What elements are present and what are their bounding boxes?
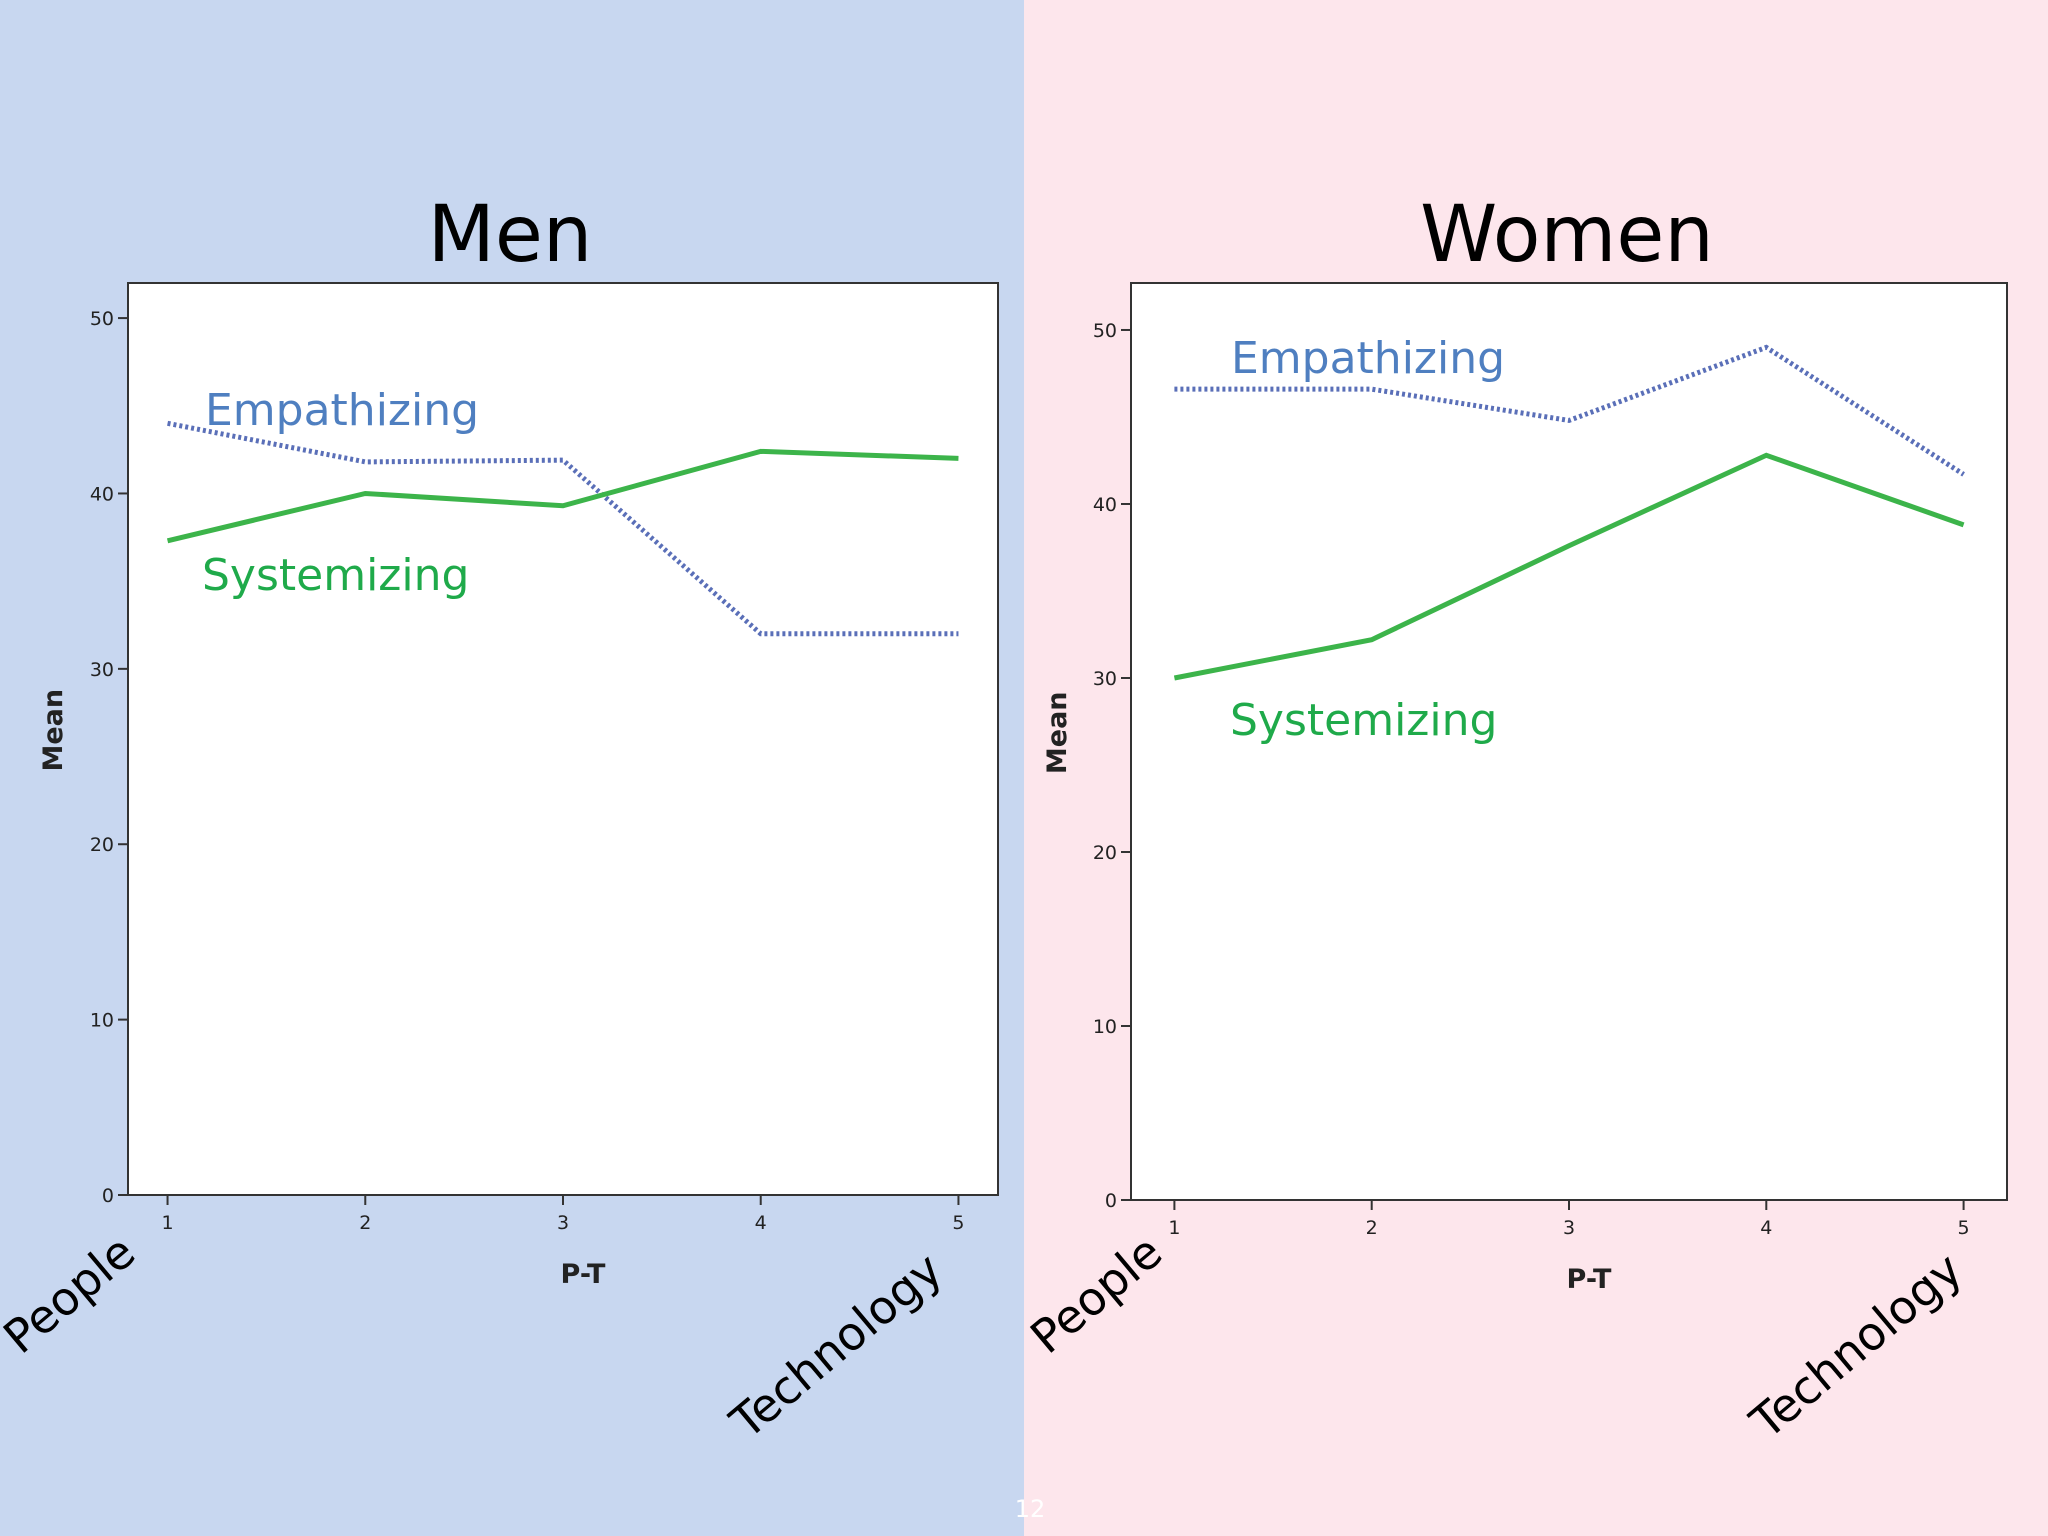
women-plot-area: [1130, 282, 2008, 1201]
men-systemizing-label: Systemizing: [202, 550, 469, 601]
women-empathizing-line: [1174, 344, 1965, 477]
men-plot-area: [127, 282, 999, 1196]
men-systemizing-line: [166, 448, 959, 544]
women-x-tick-label: 1: [1168, 1217, 1180, 1239]
women-y-tick-label: 30: [1093, 668, 1117, 690]
men-x-tick-label: 3: [557, 1212, 569, 1234]
men-x-tick-label: 5: [952, 1212, 964, 1234]
men-empathizing-line: [167, 420, 959, 637]
men-empathizing-label: Empathizing: [205, 385, 479, 436]
men-y-tick-label: 10: [90, 1010, 114, 1032]
men-y-axis-title: Mean: [38, 689, 69, 772]
men-y-tick-label: 20: [90, 834, 114, 856]
men-y-tick-label: 30: [90, 659, 114, 681]
men-x-tick-label: 2: [359, 1212, 371, 1234]
women-empathizing-label: Empathizing: [1231, 333, 1505, 384]
women-y-tick-label: 50: [1093, 320, 1117, 342]
women-y-tick-label: 20: [1093, 842, 1117, 864]
men-x-axis-title: P-T: [561, 1259, 607, 1290]
men-x-tick-label: 4: [755, 1212, 767, 1234]
women-x-tick-label: 5: [1958, 1217, 1970, 1239]
women-x-tick-label: 3: [1563, 1217, 1575, 1239]
women-x-axis-title: P-T: [1567, 1264, 1613, 1295]
men-y-tick-label: 40: [90, 483, 114, 505]
men-x-tick-label: 1: [161, 1212, 173, 1234]
women-systemizing-label: Systemizing: [1230, 695, 1497, 746]
women-x-tick-label: 4: [1760, 1217, 1772, 1239]
women-y-tick-label: 10: [1093, 1016, 1117, 1038]
men-chart: 0 10 20 30 40 50 1 2 3 4 5 P-T Mean Empathizing System…: [38, 282, 999, 1290]
men-title: Men: [427, 190, 593, 280]
men-y-tick-label: 0: [102, 1185, 114, 1207]
men-y-tick-label: 50: [90, 308, 114, 330]
women-y-axis-title: Mean: [1042, 691, 1073, 774]
page-number: 12: [1014, 1495, 1046, 1523]
women-systemizing-line: [1173, 452, 1965, 681]
women-x-tick-label: 2: [1366, 1217, 1378, 1239]
women-y-tick-label: 0: [1105, 1190, 1117, 1212]
women-title: Women: [1420, 190, 1714, 280]
women-y-tick-label: 40: [1093, 494, 1117, 516]
